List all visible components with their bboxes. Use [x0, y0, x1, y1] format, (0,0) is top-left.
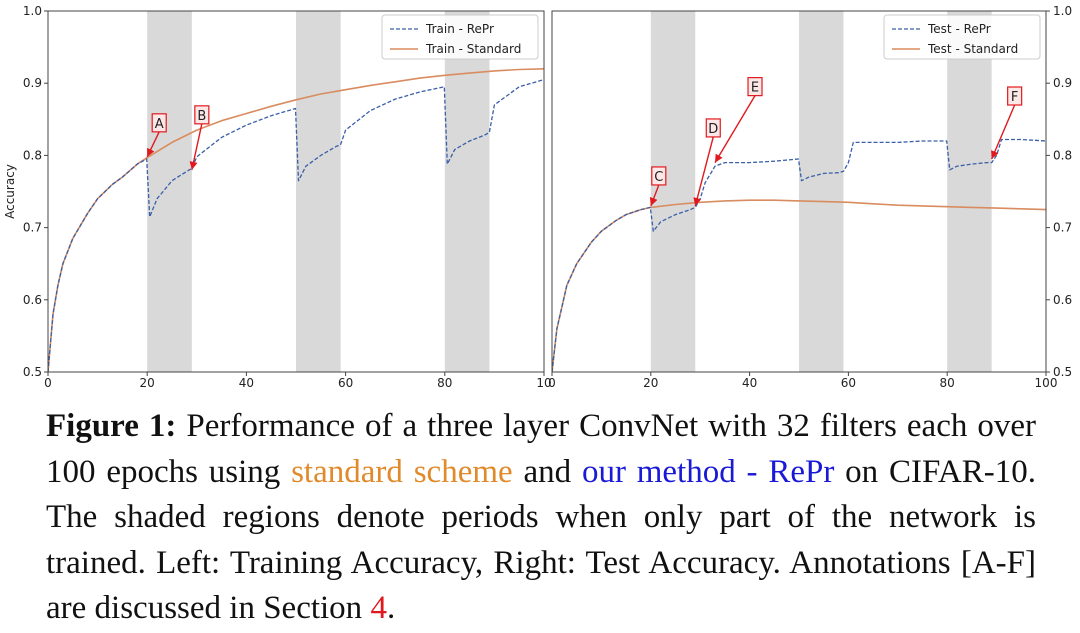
- annotation-arrowhead: [991, 150, 999, 160]
- legend-entry: Test - RePr: [927, 22, 991, 36]
- x-tick-label: 0: [548, 376, 556, 390]
- caption-section-link[interactable]: 4: [370, 590, 387, 626]
- y-tick-label: 0.7: [1053, 221, 1072, 235]
- series-line-train-repr: [48, 78, 544, 372]
- annotation-b: B: [189, 105, 210, 170]
- shaded-region-3: [947, 11, 992, 372]
- annotation-box: [194, 105, 210, 125]
- annotation-label: A: [155, 117, 164, 132]
- annotation-box: [705, 118, 721, 138]
- shaded-region-2: [799, 11, 844, 372]
- annotation-box: [651, 166, 667, 186]
- legend: Train - RePr Train - Standard: [381, 14, 539, 60]
- legend: Test - RePr Test - Standard: [883, 14, 1041, 60]
- annotation-label: E: [751, 81, 759, 96]
- caption-label: Figure 1:: [46, 408, 177, 444]
- x-tick-label: 60: [338, 376, 353, 390]
- legend-box: [883, 14, 1041, 60]
- annotation-label: C: [654, 170, 663, 185]
- legend-entry: Test - Standard: [927, 42, 1018, 56]
- annotation-d: D: [693, 118, 721, 207]
- caption-text-part3: on CIFAR-10. The shaded regions denote p…: [46, 453, 1036, 627]
- y-tick-label: 0.6: [23, 293, 42, 307]
- y-tick-label: 0.6: [1053, 293, 1072, 307]
- annotation-c: C: [649, 166, 667, 207]
- x-tick-label: 100: [1035, 376, 1058, 390]
- shaded-region-1: [147, 11, 192, 372]
- x-tick-label: 40: [239, 376, 254, 390]
- x-tick-label: 60: [841, 376, 856, 390]
- annotation-label: B: [197, 109, 206, 124]
- annotation-a: A: [146, 113, 167, 158]
- annotation-arrow: [694, 136, 714, 207]
- shaded-region-3: [444, 11, 490, 372]
- annotation-arrow: [991, 104, 1016, 160]
- y-tick-label: 0.8: [1053, 148, 1072, 162]
- x-tick-label: 80: [437, 376, 452, 390]
- x-axis-label: Epoch: [278, 389, 315, 390]
- y-tick-label: 0.7: [23, 221, 42, 235]
- series-lines: [552, 138, 1046, 372]
- legend-entry: Train - RePr: [425, 22, 494, 36]
- caption-text-part2: and: [512, 453, 582, 490]
- series-line-test-repr: [552, 138, 1046, 372]
- annotation-e: E: [714, 77, 763, 163]
- annotation-arrowhead: [189, 161, 198, 170]
- annotation-label: D: [708, 122, 718, 137]
- annotation-arrowhead: [649, 197, 658, 206]
- series-lines: [48, 68, 544, 372]
- plot-frame: [551, 10, 1047, 373]
- plot-frame: [47, 10, 545, 373]
- annotation-f: F: [991, 86, 1023, 160]
- caption-text-part1: Performance of a three layer ConvNet wit…: [46, 408, 1036, 490]
- annotation-arrow: [714, 95, 756, 163]
- annotation-label: F: [1011, 90, 1018, 105]
- x-tick-label: 40: [742, 376, 757, 390]
- figure-caption: Figure 1: Performance of a three layer C…: [46, 404, 1036, 632]
- y-axis-label: Accuracy: [3, 164, 17, 219]
- y-tick-label: 1.0: [1053, 4, 1072, 18]
- shaded-region-1: [650, 11, 696, 372]
- legend-entry: Train - Standard: [425, 42, 521, 56]
- annotation-box: [151, 113, 167, 133]
- legend-box: [381, 14, 539, 60]
- y-tick-label: 1.0: [23, 4, 42, 18]
- train-accuracy-chart: 0 20 40 60 80 10 0.5 0.6 0.7 0.8 0.9 1.0 Epoch Accura…: [3, 4, 552, 390]
- caption-text-part4: .: [386, 590, 396, 626]
- x-tick-label: 20: [140, 376, 155, 390]
- x-tick-label: 0: [44, 376, 52, 390]
- annotation-arrowhead: [715, 153, 723, 163]
- x-axis-label: Epoch: [781, 389, 818, 390]
- y-tick-label: 0.5: [1053, 365, 1072, 379]
- x-tick-label: 80: [940, 376, 955, 390]
- y-tick-label: 0.8: [23, 148, 42, 162]
- annotation-arrowhead: [693, 197, 702, 206]
- figure-charts: 0 20 40 60 80 10 0.5 0.6 0.7 0.8 0.9 1.0 Epoch Accura…: [3, 4, 1072, 390]
- x-tick-label: 10: [536, 376, 551, 390]
- y-tick-label: 0.5: [23, 365, 42, 379]
- annotation-arrowhead: [147, 147, 155, 157]
- y-tick-label: 0.9: [1053, 76, 1072, 90]
- caption-standard-scheme: standard scheme: [291, 453, 513, 490]
- shaded-region-2: [296, 11, 341, 372]
- y-tick-label: 0.9: [23, 76, 42, 90]
- annotation-box: [1007, 86, 1023, 106]
- caption-our-method: our method - RePr: [581, 453, 835, 490]
- annotation-box: [747, 77, 763, 97]
- x-tick-label: 20: [643, 376, 658, 390]
